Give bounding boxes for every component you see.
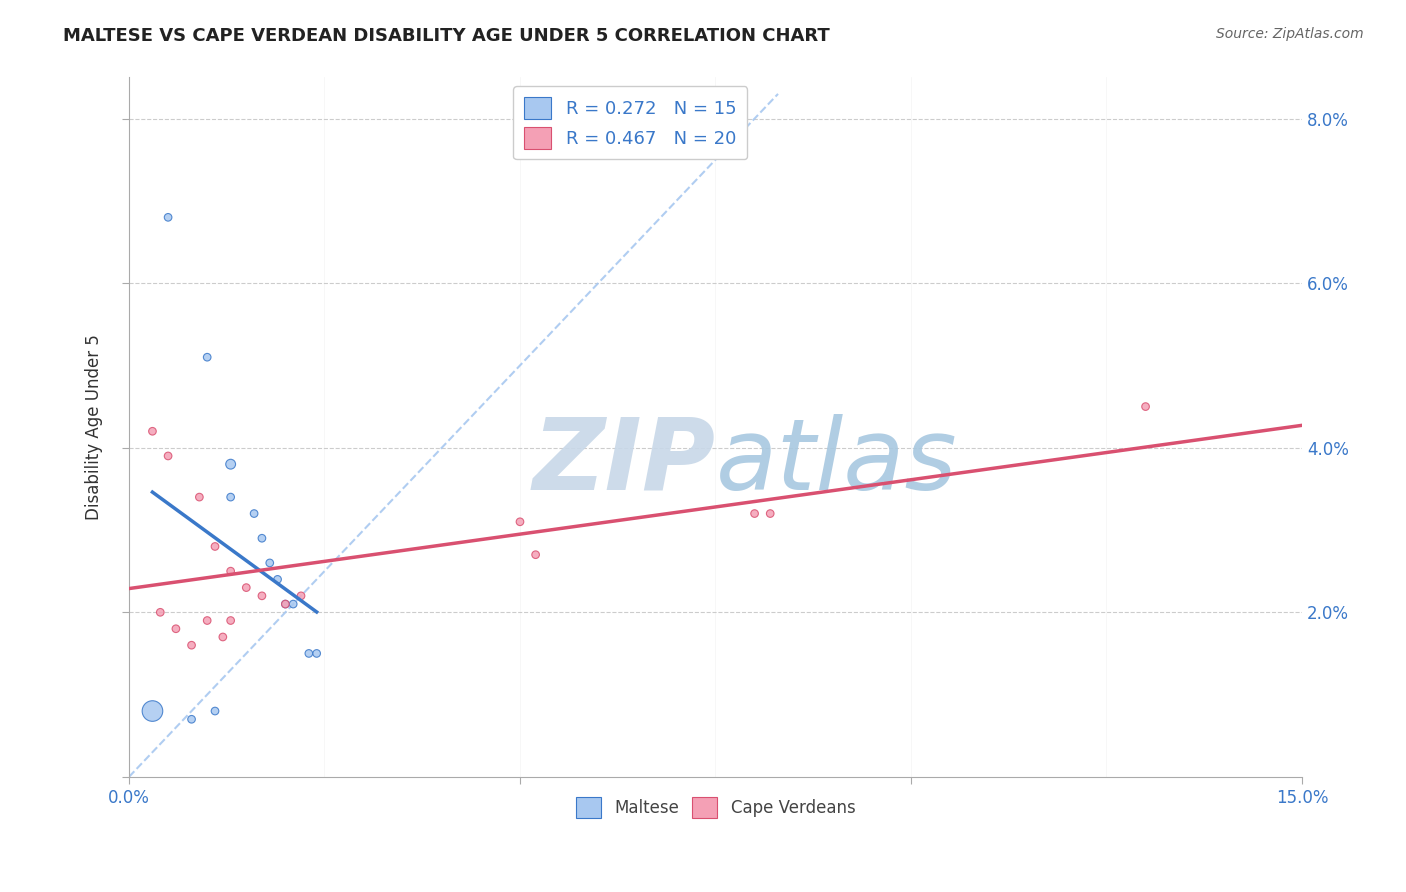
Point [266, 573, 288, 587]
Point [259, 556, 281, 570]
Point [250, 589, 273, 603]
Legend: Maltese, Cape Verdeans: Maltese, Cape Verdeans [569, 791, 862, 824]
Point [211, 630, 233, 644]
Point [188, 490, 211, 504]
Point [759, 507, 782, 521]
Point [290, 589, 312, 603]
Point [305, 647, 328, 661]
Point [243, 507, 266, 521]
Point [509, 515, 531, 529]
Point [219, 457, 242, 471]
Point [219, 490, 242, 504]
Point [274, 597, 297, 611]
Point [180, 712, 202, 726]
Y-axis label: Disability Age Under 5: Disability Age Under 5 [86, 334, 103, 520]
Point [180, 638, 202, 652]
Point [1135, 400, 1157, 414]
Point [219, 614, 242, 628]
Point [141, 424, 163, 438]
Point [298, 647, 321, 661]
Point [744, 507, 766, 521]
Point [141, 704, 163, 718]
Point [219, 564, 242, 578]
Point [157, 211, 180, 225]
Point [195, 350, 218, 364]
Point [524, 548, 547, 562]
Point [195, 614, 218, 628]
Point [283, 597, 305, 611]
Point [204, 540, 226, 554]
Text: MALTESE VS CAPE VERDEAN DISABILITY AGE UNDER 5 CORRELATION CHART: MALTESE VS CAPE VERDEAN DISABILITY AGE U… [63, 27, 830, 45]
Point [165, 622, 187, 636]
Point [149, 605, 172, 619]
Point [204, 704, 226, 718]
Text: atlas: atlas [716, 414, 957, 510]
Point [274, 597, 297, 611]
Point [157, 449, 180, 463]
Point [250, 531, 273, 545]
Text: Source: ZipAtlas.com: Source: ZipAtlas.com [1216, 27, 1364, 41]
Point [235, 581, 257, 595]
Text: ZIP: ZIP [533, 414, 716, 510]
